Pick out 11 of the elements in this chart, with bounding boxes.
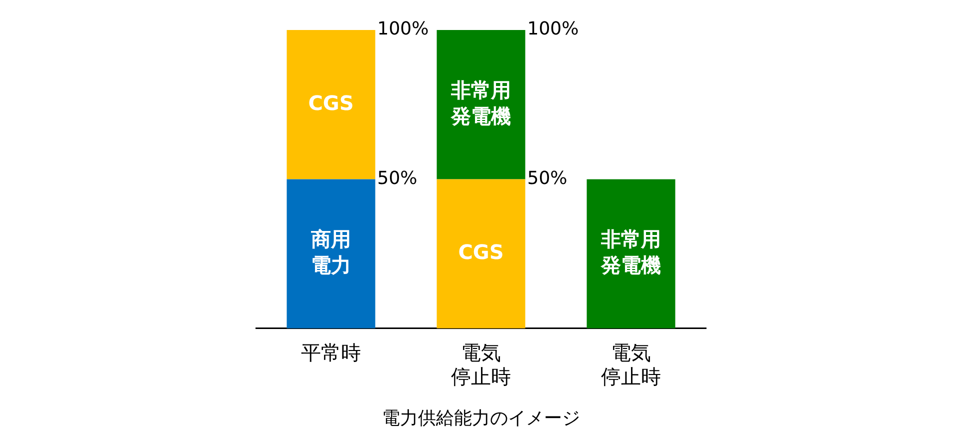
series-label: 非常用発電機 bbox=[450, 78, 511, 128]
text: CGS bbox=[458, 240, 504, 264]
x-tick-label: 平常時 bbox=[301, 340, 361, 365]
text: 非常用発電機 bbox=[601, 227, 661, 278]
series-label: CGS bbox=[308, 90, 354, 115]
text: 50% bbox=[527, 168, 568, 189]
x-tick-label: 電気停止時 bbox=[451, 340, 511, 389]
x-axis-title: 電力供給能力のイメージ bbox=[382, 408, 580, 429]
x-tick-label: 電気停止時 bbox=[601, 340, 661, 389]
series-label: 商用電力 bbox=[310, 227, 351, 278]
text: 100% bbox=[527, 18, 579, 40]
